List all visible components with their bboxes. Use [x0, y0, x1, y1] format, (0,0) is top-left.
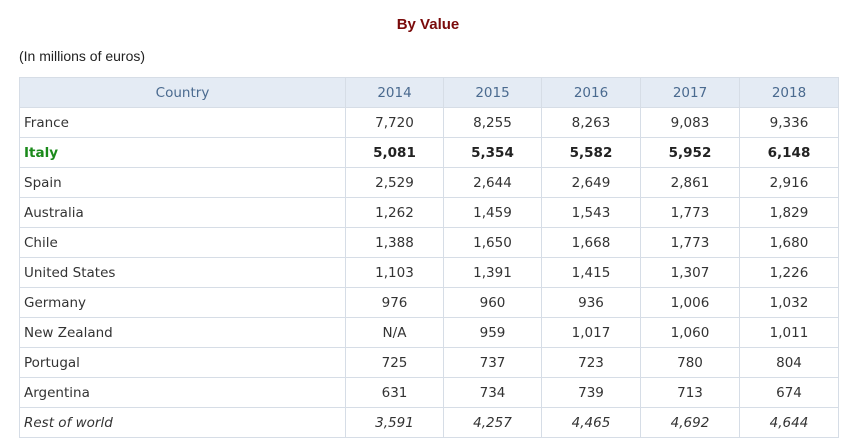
value-cell: 1,668 [541, 227, 641, 258]
country-cell: Portugal [19, 347, 346, 378]
value-cell: 7,720 [345, 107, 444, 138]
table-row: Australia 1,262 1,459 1,543 1,773 1,829 [19, 197, 839, 228]
value-cell: 8,255 [443, 107, 542, 138]
table-row: France 7,720 8,255 8,263 9,083 9,336 [19, 107, 839, 138]
table-row: Portugal 725 737 723 780 804 [19, 347, 839, 378]
value-cell: 1,459 [443, 197, 542, 228]
value-cell: 2,644 [443, 167, 542, 198]
value-cell: 4,644 [739, 407, 839, 438]
value-cell: 5,952 [640, 137, 740, 168]
value-cell: 739 [541, 377, 641, 408]
value-cell: 2,649 [541, 167, 641, 198]
year-header: 2014 [345, 77, 444, 108]
table-row: Argentina 631 734 739 713 674 [19, 377, 839, 408]
value-cell: 9,083 [640, 107, 740, 138]
country-cell: Spain [19, 167, 346, 198]
value-cell: 976 [345, 287, 444, 318]
value-cell: 631 [345, 377, 444, 408]
table-row: New Zealand N/A 959 1,017 1,060 1,011 [19, 317, 839, 348]
value-cell: 959 [443, 317, 542, 348]
value-cell: 4,257 [443, 407, 542, 438]
value-cell: 2,529 [345, 167, 444, 198]
country-cell: Australia [19, 197, 346, 228]
value-cell: 674 [739, 377, 839, 408]
value-cell: N/A [345, 317, 444, 348]
value-cell: 1,032 [739, 287, 839, 318]
country-cell: Germany [19, 287, 346, 318]
country-cell: Italy [19, 137, 346, 168]
table-row: Italy 5,081 5,354 5,582 5,952 6,148 [19, 137, 839, 168]
value-cell: 1,391 [443, 257, 542, 288]
value-cell: 1,680 [739, 227, 839, 258]
value-cell: 737 [443, 347, 542, 378]
value-cell: 780 [640, 347, 740, 378]
value-cell: 1,829 [739, 197, 839, 228]
value-cell: 1,262 [345, 197, 444, 228]
value-cell: 734 [443, 377, 542, 408]
value-cell: 8,263 [541, 107, 641, 138]
value-cell: 9,336 [739, 107, 839, 138]
year-header: 2018 [739, 77, 839, 108]
value-cell: 1,773 [640, 197, 740, 228]
value-cell: 1,388 [345, 227, 444, 258]
year-header: 2016 [541, 77, 641, 108]
table-row: Germany 976 960 936 1,006 1,032 [19, 287, 839, 318]
value-cell: 4,692 [640, 407, 740, 438]
value-cell: 1,017 [541, 317, 641, 348]
value-cell: 1,011 [739, 317, 839, 348]
country-cell: New Zealand [19, 317, 346, 348]
value-cell: 936 [541, 287, 641, 318]
year-header: 2015 [443, 77, 542, 108]
table-row: United States 1,103 1,391 1,415 1,307 1,226 [19, 257, 839, 288]
value-cell: 960 [443, 287, 542, 318]
value-cell: 6,148 [739, 137, 839, 168]
value-cell: 5,354 [443, 137, 542, 168]
value-cell: 1,415 [541, 257, 641, 288]
value-cell: 713 [640, 377, 740, 408]
value-cell: 1,103 [345, 257, 444, 288]
country-header: Country [19, 77, 346, 108]
value-cell: 5,081 [345, 137, 444, 168]
country-cell: Rest of world [19, 407, 346, 438]
value-cell: 4,465 [541, 407, 641, 438]
value-cell: 1,006 [640, 287, 740, 318]
value-cell: 1,307 [640, 257, 740, 288]
country-cell: France [19, 107, 346, 138]
value-cell: 5,582 [541, 137, 641, 168]
value-cell: 723 [541, 347, 641, 378]
header-row: Country 2014 2015 2016 2017 2018 [19, 77, 839, 108]
table-row: Rest of world 3,591 4,257 4,465 4,692 4,644 [19, 407, 839, 438]
value-cell: 1,060 [640, 317, 740, 348]
value-table: Country 2014 2015 2016 2017 2018 France 7,720 8… [19, 77, 839, 438]
value-cell: 1,226 [739, 257, 839, 288]
country-cell: Chile [19, 227, 346, 258]
year-header: 2017 [640, 77, 740, 108]
value-cell: 3,591 [345, 407, 444, 438]
value-cell: 2,861 [640, 167, 740, 198]
value-cell: 725 [345, 347, 444, 378]
table-row: Chile 1,388 1,650 1,668 1,773 1,680 [19, 227, 839, 258]
value-cell: 1,650 [443, 227, 542, 258]
table-row: Spain 2,529 2,644 2,649 2,861 2,916 [19, 167, 839, 198]
value-cell: 2,916 [739, 167, 839, 198]
value-cell: 804 [739, 347, 839, 378]
unit-note: (In millions of euros) [19, 48, 146, 64]
table-title: By Value [396, 16, 460, 33]
value-cell: 1,543 [541, 197, 641, 228]
value-cell: 1,773 [640, 227, 740, 258]
country-cell: Argentina [19, 377, 346, 408]
country-cell: United States [19, 257, 346, 288]
